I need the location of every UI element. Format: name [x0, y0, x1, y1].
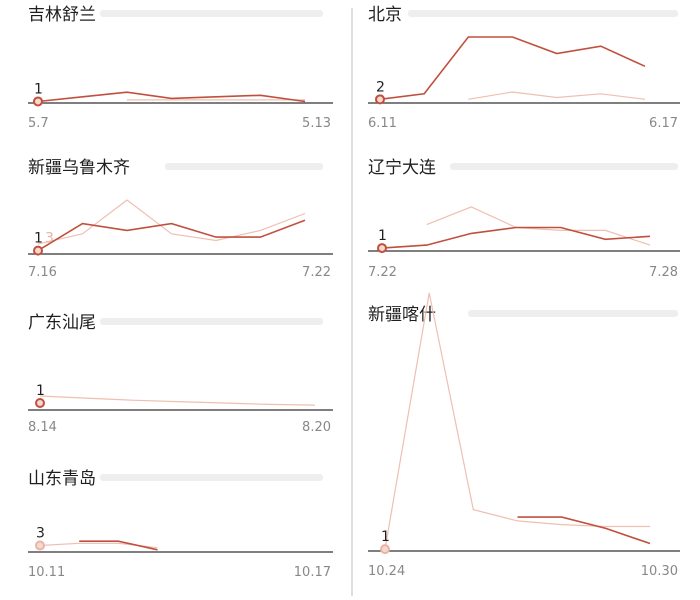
chart-panel-5: 新疆喀什 1 10.24 10.30 [368, 292, 680, 579]
first-point-marker [380, 544, 390, 555]
chart-panel-1: 北京 2 6.11 6.17 [368, 5, 680, 131]
first-value-label: 2 [376, 79, 385, 95]
series-line-light [39, 395, 316, 406]
title-bar [165, 163, 323, 170]
chart-title: 广东汕尾 [28, 313, 96, 333]
x-tick-label-start: 7.16 [28, 265, 57, 280]
title-bar [468, 310, 678, 317]
chart-title: 辽宁大连 [368, 158, 436, 178]
x-tick-label-start: 10.11 [28, 565, 65, 580]
chart-panel-0: 吉林舒兰 1 5.7 5.13 [28, 5, 333, 131]
series-line-light [384, 292, 650, 550]
x-tick-label-end: 5.13 [302, 116, 331, 131]
title-bar [408, 10, 678, 17]
x-tick-label-start: 6.11 [368, 116, 397, 131]
chart-title: 新疆喀什 [368, 305, 436, 325]
x-tick-label-end: 7.28 [649, 265, 678, 280]
chart-title: 山东青岛 [28, 469, 96, 489]
title-bar [100, 318, 323, 325]
x-tick-label-start: 5.7 [28, 116, 49, 131]
series-line-light [468, 91, 646, 100]
first-point-marker [33, 245, 43, 256]
chart-panel-4: 广东汕尾 1 8.14 8.20 [28, 313, 333, 435]
chart-panel-2: 新疆乌鲁木齐 1 3 7.16 7.22 [28, 158, 333, 280]
series-line-light [426, 206, 651, 246]
first-value-label: 1 [36, 383, 45, 399]
first-point-marker [35, 398, 45, 408]
first-value-label: 1 [34, 231, 43, 247]
chart-panel-3: 辽宁大连 1 7.22 7.28 [368, 158, 680, 280]
x-tick-label-end: 10.30 [641, 564, 678, 579]
x-tick-label-start: 8.14 [28, 420, 57, 435]
first-value-label: 1 [378, 228, 387, 244]
series-line-dark [517, 516, 651, 545]
series-line-dark [381, 226, 651, 249]
series-line-light [37, 199, 306, 245]
chart-title: 北京 [368, 5, 402, 25]
first-value-label: 3 [36, 526, 45, 542]
chart-title: 吉林舒兰 [28, 5, 96, 25]
title-bar [450, 163, 678, 170]
first-point-marker [375, 94, 385, 105]
first-point-marker [377, 243, 387, 254]
x-tick-label-start: 10.24 [368, 564, 405, 579]
title-bar [100, 474, 323, 481]
first-value-label-light: 3 [45, 231, 54, 247]
series-line-dark [79, 540, 158, 551]
first-value-label: 1 [381, 529, 390, 545]
chart-title: 新疆乌鲁木齐 [28, 158, 130, 178]
first-point-marker [35, 540, 45, 551]
x-tick-label-end: 10.17 [294, 565, 331, 580]
chart-panel-6: 山东青岛 3 10.11 10.17 [28, 469, 333, 580]
first-value-label: 1 [34, 81, 43, 97]
x-tick-label-end: 6.17 [649, 116, 678, 131]
series-line-dark [37, 91, 306, 103]
series-line-dark [37, 219, 306, 252]
series-line-dark [379, 36, 646, 101]
x-tick-label-end: 8.20 [302, 420, 331, 435]
x-tick-label-start: 7.22 [368, 265, 397, 280]
x-tick-label-end: 7.22 [302, 265, 331, 280]
first-point-marker [33, 96, 43, 107]
title-bar [100, 10, 323, 17]
